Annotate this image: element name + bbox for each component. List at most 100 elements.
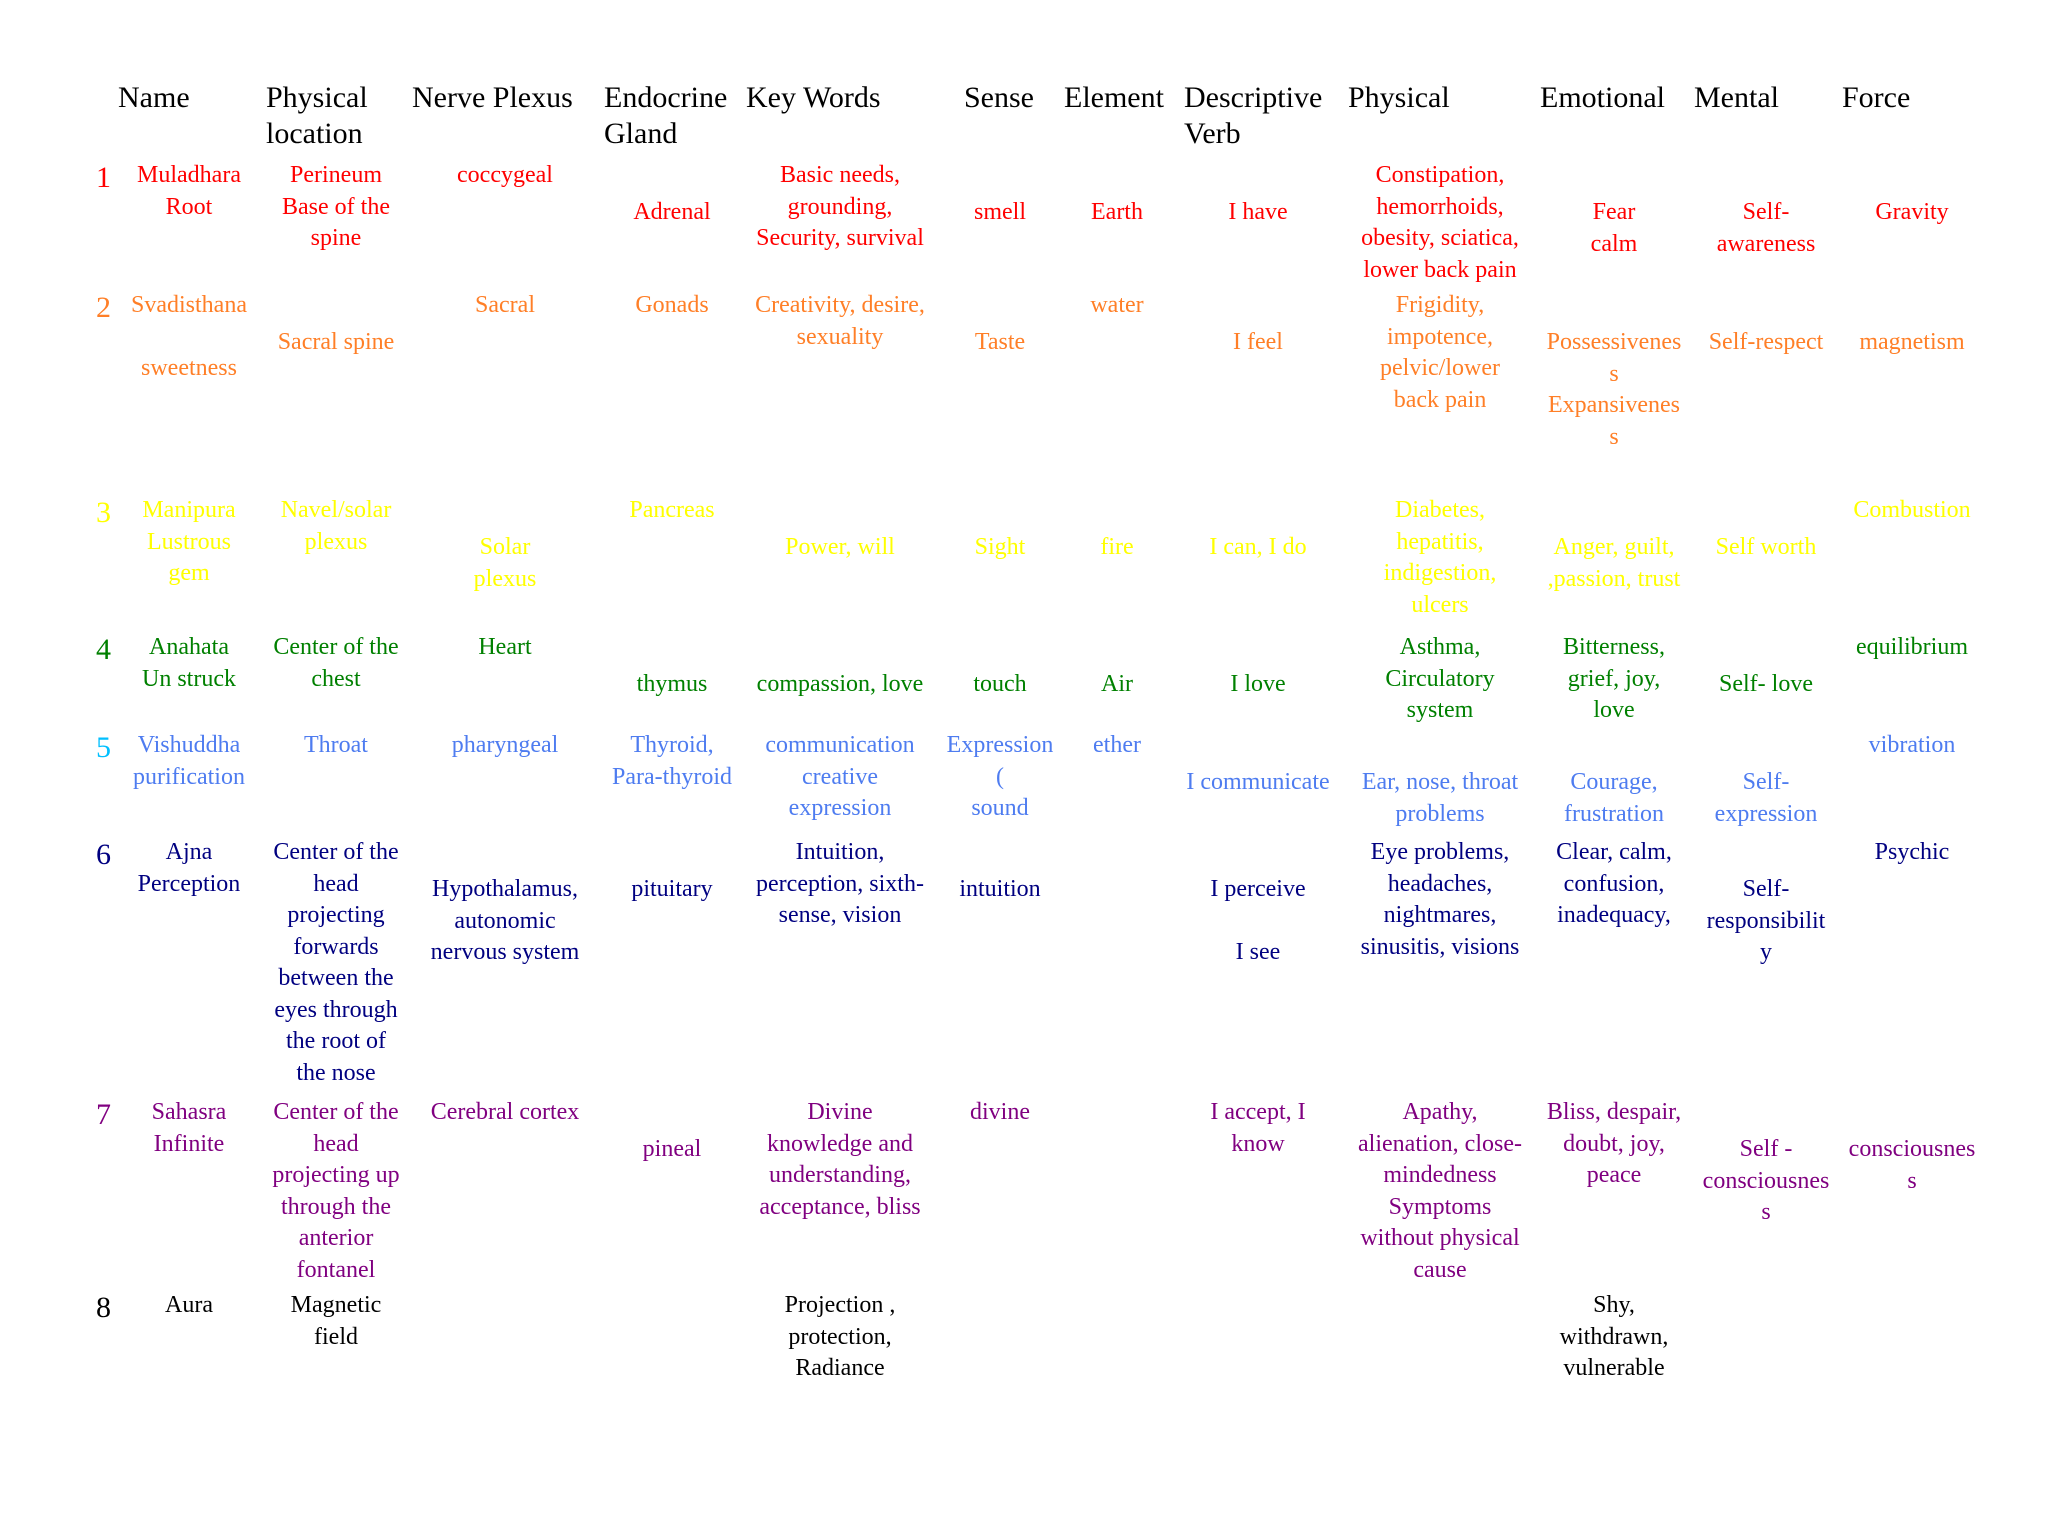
cell-mental: Self- responsibilit y [1706,876,1826,965]
cell-key-words: communication creative expression [765,732,915,821]
cell-emotional: Anger, guilt, ,passion, trust [1547,534,1681,592]
cell-element: water [1090,292,1144,318]
row-number: 4 [96,633,111,666]
cell-physical-location: Throat [304,732,368,758]
header-physical-location: Physical location [266,81,368,150]
cell-physical-location: Navel/solar plexus [280,497,392,555]
cell-physical-location: Center of the head projecting forwards b… [273,839,399,1086]
cell-force: consciousnes s [1848,1136,1976,1194]
header-endocrine-gland: Endocrine Gland [604,81,728,150]
cell-endocrine-gland: pineal [642,1136,702,1162]
cell-physical-location: Perineum Base of the spine [282,162,390,251]
cell-key-words: Projection , protection, Radiance [784,1292,896,1381]
cell-nerve-plexus: Sacral [475,292,535,318]
cell-descriptive-verb: I feel [1233,329,1283,355]
cell-physical-location: Center of the head projecting up through… [272,1099,400,1283]
row-number: 2 [96,291,111,324]
cell-element: fire [1100,534,1134,560]
cell-sense: intuition [959,876,1041,902]
cell-endocrine-gland: Adrenal [633,199,711,225]
cell-key-words: Power, will [785,534,895,560]
cell-key-words: Creativity, desire, sexuality [755,292,925,350]
header-key-words: Key Words [746,81,881,114]
cell-physical-location: Center of the chest [273,634,399,692]
cell-mental: Self- expression [1714,769,1818,827]
cell-name: Sahasra Infinite [151,1099,227,1157]
cell-nerve-plexus: pharyngeal [451,732,559,758]
header-mental: Mental [1694,81,1779,114]
cell-descriptive-verb: I perceive I see [1210,876,1306,965]
cell-force: Combustion [1853,497,1971,523]
cell-physical: Ear, nose, throat problems [1361,769,1519,827]
cell-key-words: Intuition, perception, sixth- sense, vis… [756,839,924,928]
cell-sense: touch [973,671,1027,697]
cell-sense: smell [974,199,1026,225]
cell-physical: Constipation, hemorrhoids, obesity, scia… [1361,162,1519,283]
cell-emotional: Courage, frustration [1564,769,1664,827]
cell-key-words: Divine knowledge and understanding, acce… [759,1099,921,1220]
cell-name: Manipura Lustrous gem [142,497,236,586]
row-number: 6 [96,838,111,871]
cell-nerve-plexus: coccygeal [457,162,553,188]
cell-descriptive-verb: I communicate [1186,769,1330,795]
cell-element: Earth [1091,199,1143,225]
cell-physical: Eye problems, headaches, nightmares, sin… [1360,839,1520,960]
cell-descriptive-verb: I can, I do [1209,534,1307,560]
cell-endocrine-gland: Gonads [635,292,709,318]
cell-mental: Self - consciousnes s [1702,1136,1830,1225]
cell-name: Svadisthana sweetness [131,292,247,381]
header-name: Name [118,81,190,114]
cell-mental: Self- awareness [1716,199,1816,257]
cell-mental: Self-respect [1708,329,1824,355]
cell-name: Aura [165,1292,213,1318]
cell-sense: Sight [974,534,1026,560]
header-physical: Physical [1348,81,1450,114]
cell-nerve-plexus: Solar plexus [473,534,537,592]
row-number: 3 [96,496,111,529]
header-emotional: Emotional [1540,81,1665,114]
header-force: Force [1842,81,1911,114]
cell-element: ether [1093,732,1141,758]
cell-sense: divine [970,1099,1030,1125]
header-sense: Sense [964,81,1034,114]
cell-endocrine-gland: Pancreas [629,497,715,523]
cell-mental: Self- love [1719,671,1813,697]
cell-force: magnetism [1859,329,1965,355]
cell-name: Muladhara Root [137,162,241,220]
cell-physical-location: Sacral spine [277,329,395,355]
cell-physical: Diabetes, hepatitis, indigestion, ulcers [1383,497,1497,618]
cell-nerve-plexus: Hypothalamus, autonomic nervous system [430,876,580,965]
row-number: 8 [96,1291,111,1324]
cell-emotional: Bliss, despair, doubt, joy, peace [1546,1099,1682,1188]
cell-name: Ajna Perception [137,839,241,897]
cell-force: vibration [1868,732,1956,758]
header-descriptive-verb: Descriptive Verb [1184,81,1323,150]
header-nerve-plexus: Nerve Plexus [412,81,573,114]
cell-physical: Asthma, Circulatory system [1385,634,1495,723]
cell-force: Psychic [1874,839,1950,865]
cell-emotional: Clear, calm, confusion, inadequacy, [1556,839,1672,928]
cell-force: Gravity [1875,199,1949,225]
cell-descriptive-verb: I love [1230,671,1286,697]
cell-sense: Taste [974,329,1026,355]
cell-key-words: compassion, love [756,671,924,697]
cell-emotional: Fear calm [1590,199,1638,257]
row-number: 7 [96,1098,111,1131]
cell-descriptive-verb: I have [1228,199,1288,225]
cell-emotional: Possessivenes s Expansivenes s [1546,329,1682,450]
cell-element: Air [1101,671,1133,697]
cell-physical: Frigidity, impotence, pelvic/lower back … [1380,292,1500,413]
cell-endocrine-gland: Thyroid, Para-thyroid [612,732,732,790]
cell-force: equilibrium [1856,634,1968,660]
row-number: 1 [96,161,111,194]
cell-emotional: Bitterness, grief, joy, love [1563,634,1665,723]
cell-mental: Self worth [1715,534,1817,560]
header-element: Element [1064,81,1164,114]
cell-descriptive-verb: I accept, I know [1210,1099,1306,1157]
cell-endocrine-gland: pituitary [631,876,713,902]
cell-name: Vishuddha purification [133,732,245,790]
cell-nerve-plexus: Heart [478,634,532,660]
cell-physical: Apathy, alienation, close- mindedness Sy… [1358,1099,1522,1283]
cell-name: Anahata Un struck [142,634,236,692]
